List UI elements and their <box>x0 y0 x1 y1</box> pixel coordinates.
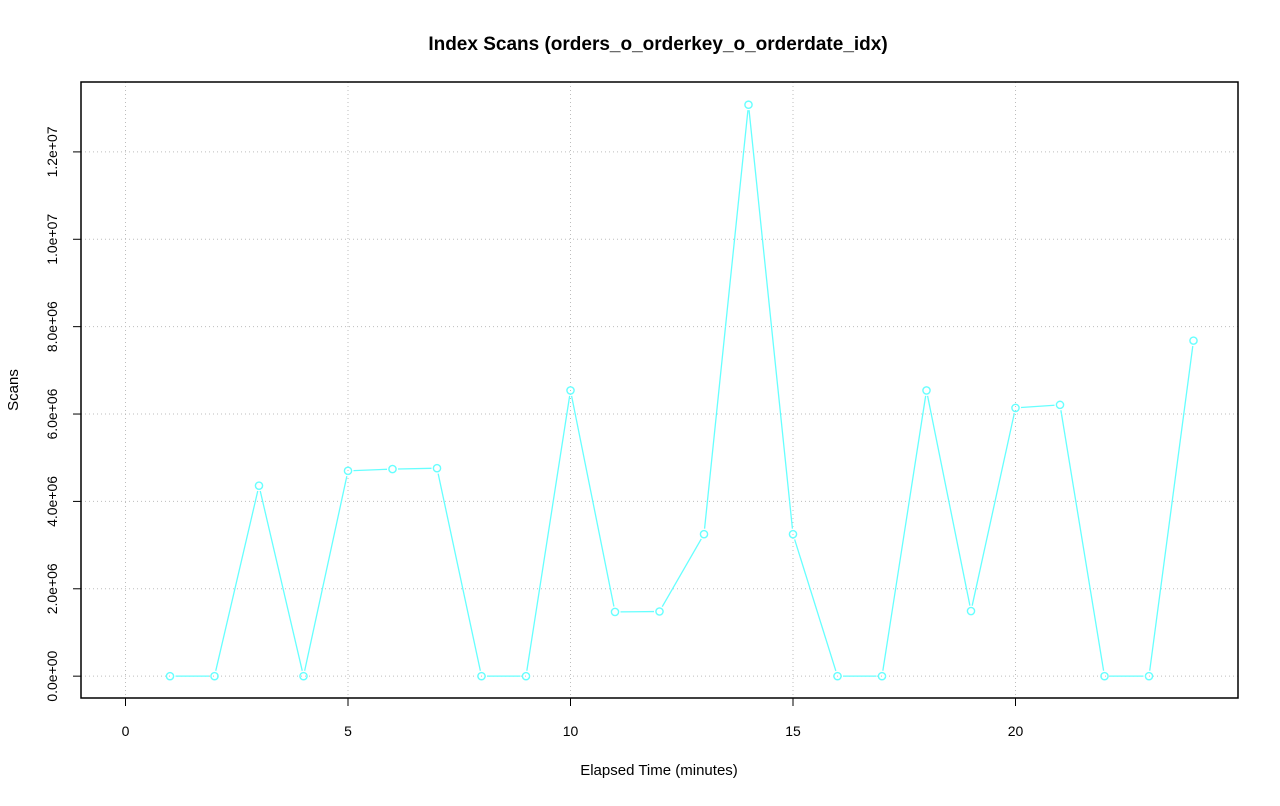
y-tick-label: 6.0e+06 <box>44 388 60 439</box>
data-point <box>1190 337 1197 344</box>
series-line-segment <box>438 474 480 671</box>
series-line-segment <box>216 491 258 671</box>
series-line-segment <box>305 476 347 671</box>
x-tick-label: 10 <box>563 723 579 739</box>
x-tick-label: 15 <box>785 723 801 739</box>
y-tick-label: 2.0e+06 <box>44 563 60 614</box>
y-tick-label: 1.0e+07 <box>44 214 60 265</box>
data-point <box>433 465 440 472</box>
series-line-segment <box>260 491 302 671</box>
x-tick-label: 20 <box>1008 723 1024 739</box>
data-point <box>255 482 262 489</box>
series-line-segment <box>883 396 926 671</box>
series-line-segment <box>795 539 836 670</box>
data-point <box>923 387 930 394</box>
y-tick-label: 8.0e+06 <box>44 301 60 352</box>
x-axis: 0 5 10 15 20 <box>122 698 1024 739</box>
series-line-segment <box>972 413 1014 605</box>
y-tick-label: 0.0e+00 <box>44 650 60 701</box>
data-point <box>300 673 307 680</box>
series-line-segment <box>527 396 570 671</box>
series-line-segment <box>662 539 701 607</box>
data-point <box>700 531 707 538</box>
data-point <box>611 608 618 615</box>
y-axis: 0.0e+00 2.0e+06 4.0e+06 6.0e+06 8.0e+06 1.0e+… <box>44 126 81 701</box>
series-line-segment <box>928 396 970 606</box>
data-point <box>389 465 396 472</box>
series-line-segment <box>1021 405 1055 407</box>
plot-frame <box>81 82 1238 698</box>
data-point <box>656 608 663 615</box>
y-tick-label: 1.2e+07 <box>44 126 60 177</box>
series-line-segment <box>353 469 387 470</box>
series-line-segment <box>1150 346 1193 671</box>
data-point <box>745 101 752 108</box>
y-axis-label: Scans <box>5 369 22 411</box>
x-tick-label: 5 <box>344 723 352 739</box>
series-line-segment <box>705 110 748 529</box>
y-tick-label: 4.0e+06 <box>44 476 60 527</box>
series-line-segment <box>749 110 792 529</box>
data-point <box>967 607 974 614</box>
x-axis-label: Elapsed Time (minutes) <box>580 762 738 779</box>
x-tick-label: 0 <box>122 723 130 739</box>
grid-lines <box>81 82 1238 698</box>
series-line-segment <box>398 468 432 469</box>
series-line-segment <box>1061 410 1104 670</box>
data-point <box>1056 401 1063 408</box>
chart-title: Index Scans (orders_o_orderkey_o_orderda… <box>428 34 887 55</box>
series-layer <box>166 101 1197 680</box>
